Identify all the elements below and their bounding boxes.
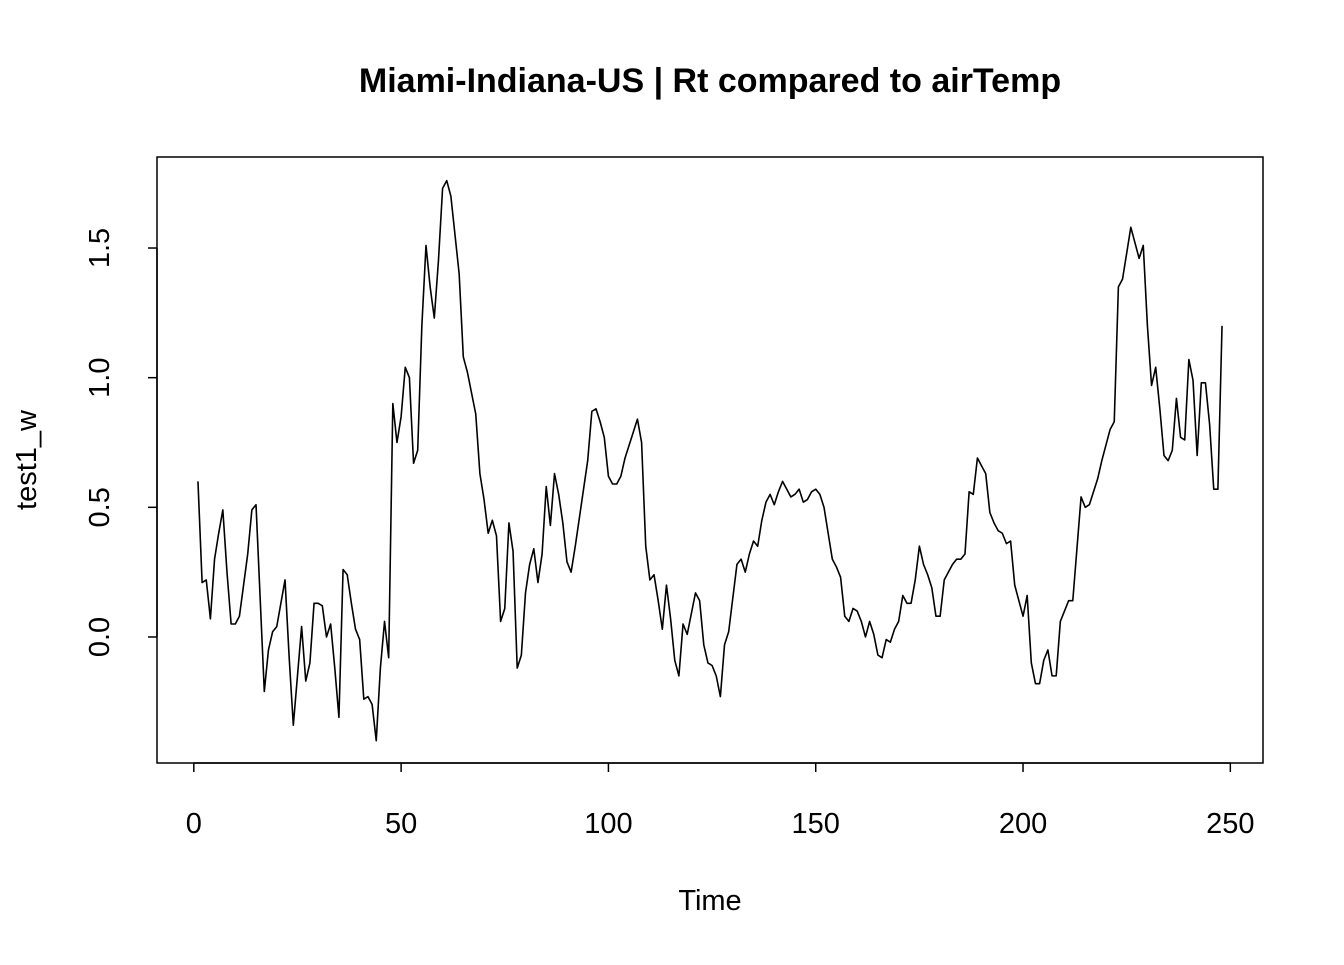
data-line [197,179,1223,742]
y-tick-label: 0.0 [84,617,116,657]
x-tick-label: 150 [792,808,840,840]
y-tick-label: 0.5 [84,487,116,527]
x-tick-label: 250 [1206,808,1254,840]
y-tick-label: 1.0 [84,358,116,398]
x-tick-label: 200 [999,808,1047,840]
y-axis-label: test1_w [11,409,43,510]
x-tick-label: 0 [186,808,202,840]
x-axis-label: Time [678,885,741,917]
chart-title: Miami-Indiana-US | Rt compared to airTem… [359,62,1061,100]
x-tick-label: 100 [584,808,632,840]
y-tick-label: 1.5 [84,228,116,268]
x-tick-label: 50 [385,808,417,840]
